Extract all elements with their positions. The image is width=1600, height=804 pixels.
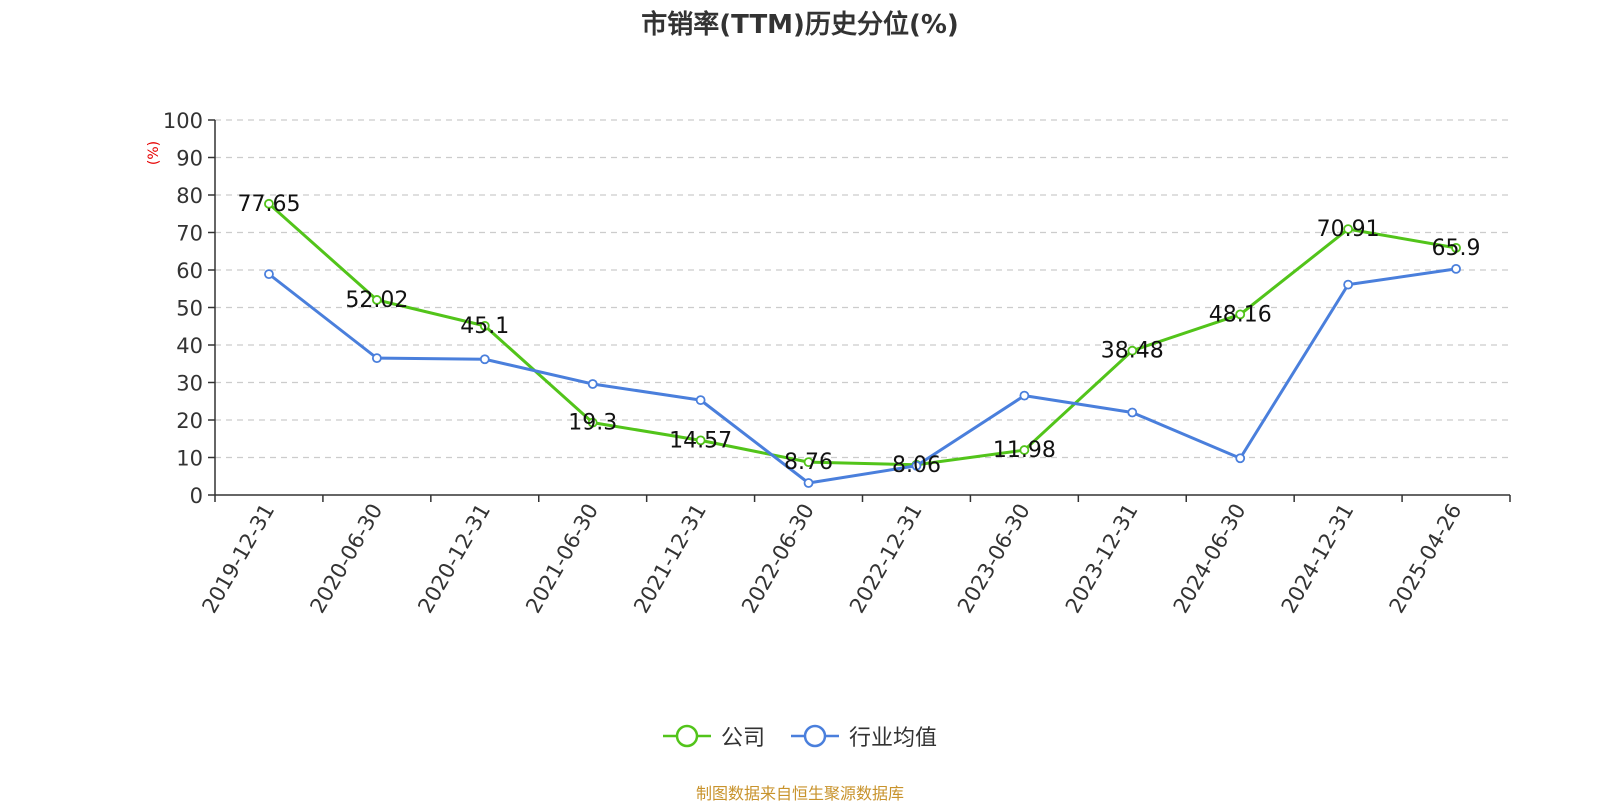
data-label: 14.57 — [669, 428, 732, 453]
industry-point — [1235, 453, 1246, 464]
chart-title: 市销率(TTM)历史分位(%) — [641, 10, 959, 40]
source-note: 制图数据来自恒生聚源数据库 — [695, 784, 904, 803]
data-label: 38.48 — [1101, 339, 1164, 364]
data-label: 11.98 — [993, 438, 1056, 463]
legend-item-company[interactable]: 公司 — [662, 720, 765, 752]
industry-point — [803, 478, 814, 488]
industry-point — [1343, 279, 1354, 290]
y-tick-label: 80 — [176, 184, 203, 208]
company-point — [1235, 309, 1246, 320]
x-tick-label: 2020-12-31 — [413, 499, 495, 617]
data-labels: 77.65 52.02 45.1 19.3 14.57 8.76 8.06 11.98 38.4… — [237, 192, 1480, 478]
x-tick-label: 2023-12-31 — [1061, 500, 1143, 618]
data-label: 52.02 — [345, 288, 408, 313]
company-point — [1451, 242, 1461, 253]
legend-line-circle-icon — [662, 724, 711, 748]
x-tick-label: 2023-06-30 — [953, 500, 1035, 618]
x-tick-label: 2022-06-30 — [737, 500, 819, 618]
company-point — [371, 295, 382, 305]
y-tick-label: 70 — [176, 222, 203, 246]
y-tick-label: 0 — [190, 484, 203, 508]
axes: 0 10 20 30 40 50 60 70 80 90 100 2019-12-31 2020-06-… — [163, 109, 1511, 618]
x-tick-label: 2021-06-30 — [521, 500, 603, 618]
company-point — [1343, 224, 1354, 234]
y-tick-label: 50 — [176, 297, 203, 321]
series-line-company — [267, 202, 1457, 467]
x-tick-label: 2024-12-31 — [1277, 500, 1359, 618]
legend-label: 公司 — [720, 726, 765, 751]
grid-lines — [215, 119, 1510, 459]
legend-line-circle-icon — [791, 724, 839, 748]
y-tick-label: 60 — [176, 259, 203, 283]
legend-item-industry[interactable]: 行业均值 — [791, 720, 937, 752]
industry-point — [264, 269, 274, 280]
data-label: 19.3 — [568, 411, 617, 436]
industry-point — [695, 395, 706, 406]
data-label: 8.76 — [784, 450, 833, 475]
company-point — [695, 435, 706, 446]
company-point — [264, 198, 274, 209]
company-point — [479, 320, 490, 331]
industry-point — [1451, 263, 1461, 274]
y-tick-label: 10 — [176, 447, 203, 471]
x-tick-label: 2019-12-31 — [197, 500, 279, 618]
data-label: 48.16 — [1209, 302, 1272, 327]
data-label: 70.91 — [1317, 217, 1380, 242]
x-tick-label: 2022-12-31 — [845, 499, 927, 617]
data-label: 65.9 — [1432, 236, 1481, 261]
data-label: 77.65 — [237, 192, 300, 217]
legend: 公司 行业均值 — [0, 720, 1600, 752]
company-point — [587, 417, 598, 428]
x-tick-label: 2020-06-30 — [305, 500, 387, 618]
company-point — [803, 457, 814, 468]
industry-point — [371, 353, 382, 364]
series-lines — [264, 198, 1461, 488]
x-tick-label: 2025-04-26 — [1385, 500, 1467, 618]
y-tick-label: 30 — [176, 372, 203, 396]
industry-point — [1019, 390, 1030, 401]
company-point — [1019, 445, 1030, 455]
y-tick-label: 90 — [176, 147, 203, 171]
x-tick-label: 2021-12-31 — [629, 500, 711, 618]
company-point — [1127, 345, 1138, 356]
y-tick-label: 20 — [176, 409, 203, 433]
series-line-industry — [268, 267, 1457, 485]
industry-point — [1127, 407, 1138, 418]
y-tick-label: 100 — [163, 109, 203, 133]
data-label: 45.1 — [460, 314, 509, 339]
y-axis-label: (%) — [146, 141, 162, 165]
industry-point — [479, 354, 490, 365]
industry-point — [911, 460, 922, 471]
legend-label: 行业均值 — [849, 726, 938, 751]
y-tick-label: 40 — [176, 334, 203, 358]
industry-point — [587, 379, 598, 389]
data-label: 8.06 — [892, 453, 941, 478]
x-tick-label: 2024-06-30 — [1169, 500, 1251, 618]
